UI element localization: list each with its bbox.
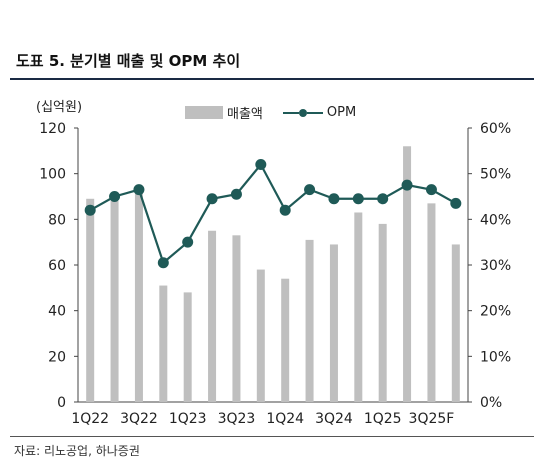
legend-line-swatch (282, 108, 323, 117)
bar-2Q22 (110, 201, 119, 402)
y-right-tick-label: 50% (480, 167, 511, 183)
opm-point-3Q25F (425, 184, 437, 196)
bar-2Q23 (208, 230, 217, 402)
legend-bar-swatch (185, 106, 223, 119)
bottom-divider (10, 436, 534, 437)
bar-1Q22 (86, 198, 95, 402)
opm-point-1Q23 (182, 236, 194, 248)
bar-3Q23 (232, 235, 241, 402)
y-right-tick-label: 20% (480, 304, 511, 320)
y-left-tick-label: 60 (48, 258, 66, 274)
y-left-tick-label: 0 (57, 395, 66, 411)
y-right-tick-label: 60% (480, 121, 511, 137)
x-tick-label: 3Q23 (218, 411, 256, 427)
source-note: 자료: 리노공업, 하나증권 (14, 444, 140, 458)
bar-1Q23 (183, 292, 192, 402)
x-tick-label: 3Q24 (315, 411, 353, 427)
x-tick-label: 3Q25F (409, 411, 455, 427)
bar-2Q24 (305, 239, 314, 402)
bar-4Q25F (451, 244, 460, 402)
opm-point-1Q24 (279, 204, 291, 216)
bar-2Q25 (403, 146, 412, 402)
opm-point-2Q24 (304, 184, 316, 196)
opm-point-3Q22 (133, 184, 145, 196)
y-right-tick-label: 0% (480, 395, 502, 411)
opm-point-1Q25 (377, 193, 389, 205)
legend: 매출액 OPM (185, 103, 356, 122)
bar-4Q22 (159, 285, 168, 402)
bar-3Q24 (329, 244, 338, 402)
opm-point-4Q22 (157, 257, 169, 269)
y-left-tick-label: 40 (48, 304, 66, 320)
legend-label-sales: 매출액 (227, 107, 263, 122)
y-right-tick-label: 40% (480, 212, 511, 228)
title-divider (10, 78, 534, 80)
y-left-tick-label: 80 (48, 212, 66, 228)
x-tick-label: 3Q22 (120, 411, 158, 427)
bar-3Q25F (427, 203, 436, 402)
bar-1Q25 (378, 223, 387, 402)
opm-point-2Q23 (206, 193, 218, 205)
y-axis-unit-label: (십억원) (36, 100, 83, 115)
bar-4Q23 (256, 269, 265, 402)
x-tick-label: 1Q22 (71, 411, 109, 427)
opm-point-1Q22 (84, 204, 96, 216)
y-left-tick-label: 100 (39, 167, 66, 183)
y-right-tick-label: 30% (480, 258, 511, 274)
x-tick-label: 1Q25 (364, 411, 402, 427)
opm-line (89, 162, 457, 265)
opm-point-2Q25 (401, 179, 413, 191)
x-tick-label: 1Q24 (266, 411, 304, 427)
y-right-tick-label: 10% (480, 349, 511, 365)
legend-label-opm: OPM (326, 105, 357, 120)
opm-point-3Q23 (230, 188, 242, 200)
bar-4Q24 (354, 212, 363, 402)
opm-point-4Q23 (255, 159, 267, 171)
opm-point-2Q22 (109, 191, 121, 202)
opm-point-4Q24 (352, 193, 364, 205)
opm-point-4Q25F (450, 197, 462, 209)
chart-title: 도표 5. 분기별 매출 및 OPM 추이 (16, 52, 241, 70)
y-left-tick-label: 120 (39, 121, 66, 137)
bar-1Q24 (281, 278, 290, 402)
opm-point-3Q24 (328, 193, 340, 205)
x-tick-label: 1Q23 (169, 411, 207, 427)
bar-3Q22 (134, 191, 143, 402)
y-left-tick-label: 20 (48, 349, 66, 365)
